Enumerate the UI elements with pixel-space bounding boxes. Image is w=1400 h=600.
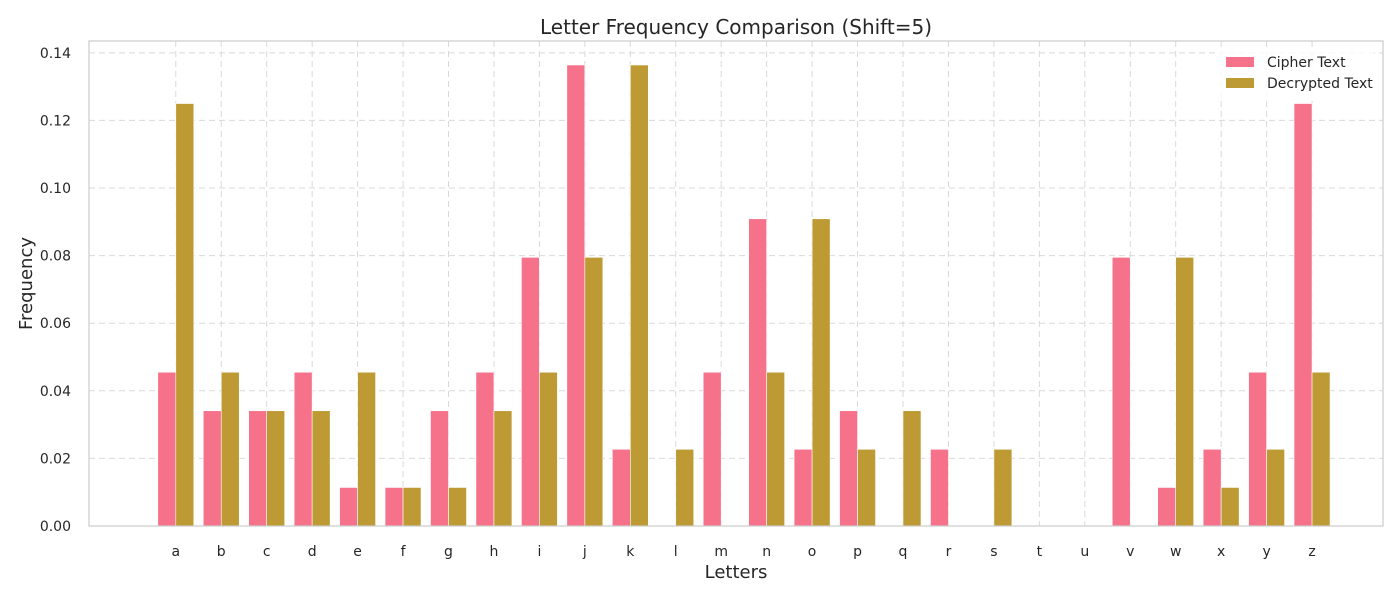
x-tick-label: u [1080,544,1089,560]
legend: Cipher Text Decrypted Text [1216,50,1374,98]
bar-decrypted-text-i [539,371,558,527]
x-tick-label: s [990,544,997,560]
y-tick-labels: 0.00 0.02 0.04 0.06 0.08 0.10 0.12 0.14 [40,46,71,535]
x-tick-label: v [1126,544,1134,560]
x-tick-label: y [1262,544,1270,560]
bar-cipher-text-f [384,487,404,527]
bar-decrypted-text-d [311,410,331,527]
bar-decrypted-text-w [1175,257,1194,527]
x-tick-label: o [808,544,817,560]
bar-cipher-text-i [521,257,540,527]
bar-cipher-text-m [702,371,722,527]
bar-cipher-text-y [1248,371,1267,527]
x-tick-label: q [899,544,908,560]
x-tick-label: i [537,544,541,560]
bar-cipher-text-x [1202,448,1222,527]
bar-decrypted-text-y [1266,448,1285,527]
x-tick-label: a [172,544,181,560]
x-tick-label: z [1308,544,1315,560]
bar-decrypted-text-e [357,371,376,527]
bar-cipher-text-h [475,371,495,527]
bar-cipher-text-o [793,448,813,527]
x-tick-label: p [853,544,862,560]
bar-cipher-text-v [1111,257,1131,527]
bar-cipher-text-g [430,410,449,527]
bar-decrypted-text-s [993,448,1013,527]
bar-cipher-text-r [930,448,949,527]
y-tick-label: 0.00 [40,519,71,535]
x-tick-label: k [626,544,635,560]
x-tick-label: d [308,544,317,560]
x-tick-label: h [490,544,499,560]
bar-decrypted-text-k [629,64,649,527]
bar-decrypted-text-l [675,448,695,527]
bar-decrypted-text-n [766,371,785,527]
bar-decrypted-text-q [902,410,922,527]
y-tick-label: 0.06 [40,316,71,332]
x-tick-labels: a b c d e f g h i j k l m n o p q r s t u v w x y z [172,544,1316,560]
x-tick-label: l [674,544,678,560]
bar-cipher-text-b [202,410,222,527]
bar-cipher-text-p [839,410,858,527]
bar-decrypted-text-b [220,371,240,527]
x-tick-label: x [1217,544,1225,560]
legend-label-decrypted-text: Decrypted Text [1267,76,1373,92]
bar-decrypted-text-h [493,410,513,527]
x-tick-label: b [217,544,226,560]
bar-cipher-text-z [1293,103,1313,527]
bar-decrypted-text-o [811,218,831,527]
x-tick-label: j [582,544,587,560]
x-tick-label: e [353,544,362,560]
legend-label-cipher-text: Cipher Text [1267,55,1346,71]
x-tick-label: n [762,544,771,560]
y-tick-label: 0.14 [40,46,71,62]
bar-cipher-text-a [157,371,177,527]
x-tick-label: w [1170,544,1181,560]
bar-decrypted-text-z [1311,371,1331,527]
x-tick-label: g [444,544,453,560]
bar-cipher-text-n [748,218,767,527]
y-tick-label: 0.02 [40,451,71,467]
y-tick-label: 0.10 [40,181,71,197]
bar-decrypted-text-c [266,410,286,527]
bar-cipher-text-d [293,371,313,527]
x-tick-label: m [714,544,728,560]
bars-layer [157,64,1331,527]
y-tick-label: 0.04 [40,384,71,400]
chart-title: Letter Frequency Comparison (Shift=5) [540,15,932,39]
x-axis-title: Letters [705,562,768,583]
bar-decrypted-text-f [402,487,422,527]
plot-frame [88,40,1384,527]
bar-cipher-text-w [1157,487,1176,527]
x-tick-label: t [1037,544,1043,560]
bar-cipher-text-c [248,410,267,527]
x-tick-label: f [401,544,407,560]
bar-cipher-text-j [566,64,586,527]
bar-decrypted-text-j [584,257,604,527]
x-tick-label: r [946,544,952,560]
bar-decrypted-text-a [175,103,195,527]
x-tick-label: c [263,544,271,560]
bar-decrypted-text-p [857,448,876,527]
y-tick-label: 0.08 [40,249,71,265]
bar-cipher-text-k [611,448,631,527]
legend-swatch-cipher-text [1226,57,1254,67]
y-tick-label: 0.12 [40,113,71,129]
y-axis-title: Frequency [16,237,37,330]
legend-swatch-decrypted-text [1226,78,1254,88]
bar-decrypted-text-x [1220,487,1240,527]
bar-cipher-text-e [339,487,358,527]
bar-decrypted-text-g [448,487,467,527]
